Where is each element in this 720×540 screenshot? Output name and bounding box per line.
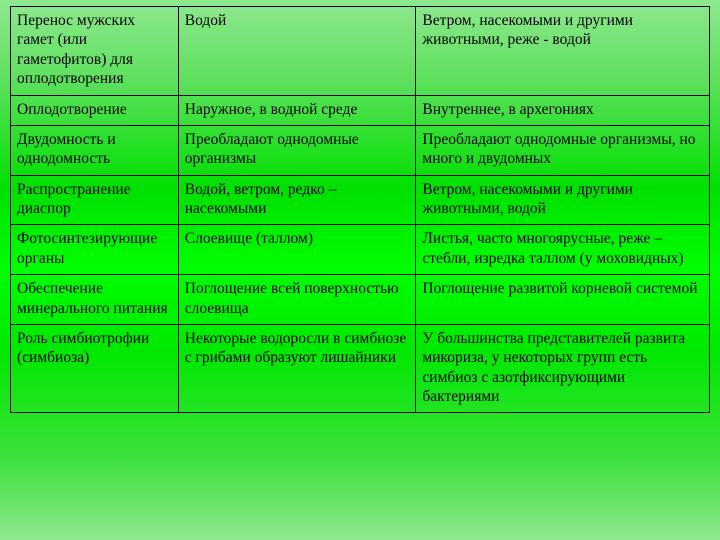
cell-feature: Роль симбиотрофии (симбиоза) <box>11 324 179 413</box>
table-row: Двудомность и однодомность Преобладают о… <box>11 125 710 175</box>
cell-plants: Поглощение развитой корневой системой <box>416 275 710 325</box>
cell-plants: Внутреннее, в архегониях <box>416 95 710 125</box>
cell-plants: Листья, часто многоярусные, реже – стебл… <box>416 225 710 275</box>
table-row: Распространение диаспор Водой, ветром, р… <box>11 175 710 225</box>
cell-plants: У большинства представителей развита мик… <box>416 324 710 413</box>
cell-algae: Преобладают однодомные организмы <box>178 125 416 175</box>
cell-feature: Обеспечение минерального питания <box>11 275 179 325</box>
cell-plants: Ветром, насекомыми и другими животными, … <box>416 175 710 225</box>
table-row: Фотосинтезирующие органы Слоевище (талло… <box>11 225 710 275</box>
cell-feature: Распространение диаспор <box>11 175 179 225</box>
cell-algae: Водой <box>178 7 416 96</box>
cell-algae: Наружное, в водной среде <box>178 95 416 125</box>
cell-plants: Ветром, насекомыми и другими животными, … <box>416 7 710 96</box>
cell-feature: Двудомность и однодомность <box>11 125 179 175</box>
table-row: Перенос мужских гамет (или гаметофитов) … <box>11 7 710 96</box>
table-row: Роль симбиотрофии (симбиоза) Некоторые в… <box>11 324 710 413</box>
cell-algae: Слоевище (таллом) <box>178 225 416 275</box>
cell-feature: Фотосинтезирующие органы <box>11 225 179 275</box>
cell-algae: Некоторые водоросли в симбиозе с грибами… <box>178 324 416 413</box>
table-row: Обеспечение минерального питания Поглоще… <box>11 275 710 325</box>
cell-algae: Поглощение всей поверхностью слоевища <box>178 275 416 325</box>
cell-plants: Преобладают однодомные организмы, но мно… <box>416 125 710 175</box>
cell-feature: Оплодотворение <box>11 95 179 125</box>
table-row: Оплодотворение Наружное, в водной среде … <box>11 95 710 125</box>
cell-feature: Перенос мужских гамет (или гаметофитов) … <box>11 7 179 96</box>
slide-container: Перенос мужских гамет (или гаметофитов) … <box>0 0 720 423</box>
cell-algae: Водой, ветром, редко – насекомыми <box>178 175 416 225</box>
table-body: Перенос мужских гамет (или гаметофитов) … <box>11 7 710 413</box>
comparison-table: Перенос мужских гамет (или гаметофитов) … <box>10 6 710 413</box>
